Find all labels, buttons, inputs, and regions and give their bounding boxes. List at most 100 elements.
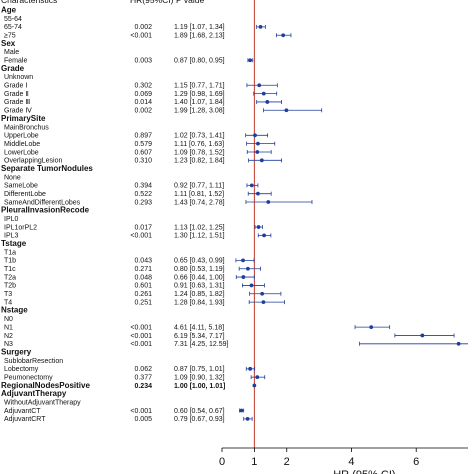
level-label: Grade Ⅰ: [4, 83, 27, 90]
hr-point: [256, 191, 260, 196]
group-label: Separate TumorNodules: [1, 164, 93, 173]
level-label: Unknown: [4, 74, 33, 81]
group-label: Sex: [1, 39, 16, 48]
hr-ci-text: 0.65 [0.43, 0.99]: [174, 258, 225, 265]
p-value: 0.003: [134, 58, 152, 65]
hr-point: [369, 325, 374, 330]
p-value: 0.048: [134, 274, 152, 281]
hr-ci-text: 0.91 [0.63, 1.31]: [174, 283, 225, 290]
p-value: 0.002: [134, 108, 152, 115]
hr-ci-text: 1.29 [0.98, 1.69]: [174, 91, 225, 98]
hr-point: [249, 283, 254, 288]
level-label: None: [4, 174, 21, 181]
level-label: Lobectomy: [4, 366, 39, 373]
level-label: Peumonectomy: [4, 374, 53, 381]
level-label: SublobarResection: [4, 358, 63, 365]
hr-point: [420, 333, 425, 338]
p-value: 0.579: [134, 141, 152, 148]
level-label: Grade Ⅳ: [4, 108, 32, 115]
p-value: <0.001: [130, 324, 152, 331]
x-tick-label: 0: [219, 456, 225, 468]
level-label: WithoutAdjuvantTherapy: [4, 399, 81, 406]
level-label: N3: [4, 341, 13, 348]
group-label: AdjuvantTherapy: [1, 389, 67, 398]
group-label: PleuralInvasionRecode: [1, 206, 90, 215]
hr-ci-text: 1.23 [0.82, 1.84]: [174, 158, 225, 165]
level-label: T2a: [4, 274, 16, 281]
hr-ci-text: 4.61 [4.11, 5.18]: [174, 324, 224, 331]
hr-point: [261, 91, 266, 96]
p-value: 0.897: [134, 133, 152, 140]
hr-point: [262, 233, 266, 238]
level-label: UpperLobe: [4, 133, 39, 140]
p-value: <0.001: [130, 341, 152, 348]
hr-point: [255, 375, 260, 380]
hr-point: [257, 83, 262, 88]
p-value: 0.394: [134, 183, 152, 190]
p-value: 0.017: [134, 224, 152, 231]
level-label: 55-64: [4, 16, 22, 23]
p-value: <0.001: [130, 333, 152, 340]
group-label: Surgery: [1, 347, 32, 356]
level-label: T1a: [4, 249, 16, 256]
p-value: 0.062: [134, 366, 152, 373]
hr-ci-text: 1.15 [0.77, 1.71]: [174, 83, 225, 90]
hr-point: [255, 150, 260, 154]
hr-point: [241, 275, 246, 279]
hr-ci-text: 1.99 [1.28, 3.08]: [174, 108, 225, 115]
level-label: MiddleLobe: [4, 141, 40, 148]
hr-ci-text: 1.43 [0.74, 2.78]: [174, 199, 225, 206]
level-label: 65-74: [4, 24, 22, 31]
p-value: 0.043: [134, 258, 152, 265]
group-label: Grade: [1, 64, 25, 73]
hr-point: [248, 366, 253, 371]
hr-ci-text: 0.79 [0.67, 0.93]: [174, 416, 225, 423]
level-label: ≥75: [4, 33, 16, 40]
p-value: 0.234: [134, 383, 152, 390]
hr-ci-text: 1.09 [0.78, 1.52]: [174, 149, 225, 156]
hr-point: [245, 266, 250, 271]
p-value: <0.001: [130, 33, 152, 40]
hr-point: [256, 225, 261, 229]
hr-point: [248, 58, 253, 63]
hr-ci-text: 1.09 [0.90, 1.32]: [174, 374, 225, 381]
hr-ci-text: 0.60 [0.54, 0.67]: [174, 408, 225, 415]
p-value: 0.522: [134, 191, 152, 198]
hr-ci-text: 0.66 [0.44, 1.00]: [174, 274, 225, 281]
hr-point: [249, 183, 254, 188]
group-label: Nstage: [1, 306, 28, 315]
p-value: 0.302: [134, 83, 152, 90]
level-label: SameLobe: [4, 183, 38, 190]
level-label: DifferentLobe: [4, 191, 46, 198]
hr-point: [258, 24, 263, 29]
level-label: T2b: [4, 283, 16, 290]
level-label: N2: [4, 333, 13, 340]
level-label: N1: [4, 324, 13, 331]
p-value: 0.377: [134, 374, 152, 381]
x-tick-label: 6: [413, 456, 419, 468]
hr-point: [245, 416, 250, 421]
level-label: IPL0: [4, 216, 19, 223]
hr-ci-text: 1.89 [1.68, 2.13]: [174, 33, 225, 40]
level-label: T1b: [4, 258, 16, 265]
hr-ci-text: 7.31 [4.25, 12.59]: [174, 341, 229, 348]
hr-ci-text: 1.00 [1.00, 1.01]: [174, 383, 225, 390]
level-label: OverlappingLesion: [4, 158, 62, 165]
hr-ci-text: 1.02 [0.73, 1.41]: [174, 133, 225, 140]
level-label: Grade Ⅲ: [4, 99, 30, 106]
group-label: RegionalNodesPositive: [1, 381, 90, 390]
p-value: 0.271: [134, 266, 152, 273]
level-label: T3: [4, 291, 12, 298]
p-value: <0.001: [130, 408, 152, 415]
hr-ci-text: 1.11 [0.81, 1.52]: [174, 191, 224, 198]
hr-point: [284, 108, 289, 113]
hr-point: [259, 158, 264, 163]
x-axis-label: HR (95% CI): [333, 469, 395, 474]
p-value: 0.607: [134, 149, 152, 156]
hr-ci-text: 1.30 [1.12, 1.51]: [174, 233, 225, 240]
level-label: Male: [4, 49, 19, 56]
hr-ci-text: 0.87 [0.75, 1.01]: [174, 366, 225, 373]
group-label: Age: [1, 6, 17, 15]
hr-ci-text: 0.87 [0.80, 0.95]: [174, 58, 225, 65]
